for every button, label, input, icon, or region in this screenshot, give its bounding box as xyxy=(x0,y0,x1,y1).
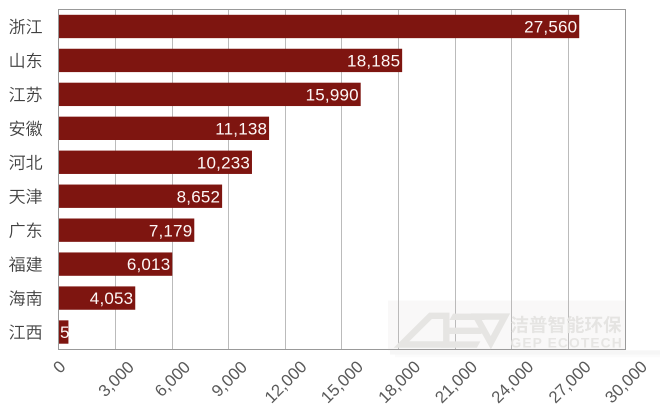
svg-text:4,053: 4,053 xyxy=(90,289,134,308)
svg-text:GEP ECOTECH: GEP ECOTECH xyxy=(511,336,623,351)
svg-text:27,560: 27,560 xyxy=(524,18,577,37)
svg-text:15,990: 15,990 xyxy=(306,85,359,104)
svg-text:8,652: 8,652 xyxy=(177,187,221,206)
svg-text:18,185: 18,185 xyxy=(347,52,400,71)
svg-text:10,233: 10,233 xyxy=(197,153,250,172)
svg-text:5: 5 xyxy=(60,323,69,342)
svg-text:11,138: 11,138 xyxy=(215,119,267,138)
svg-text:6,013: 6,013 xyxy=(127,255,171,274)
svg-text:7,179: 7,179 xyxy=(149,221,193,240)
